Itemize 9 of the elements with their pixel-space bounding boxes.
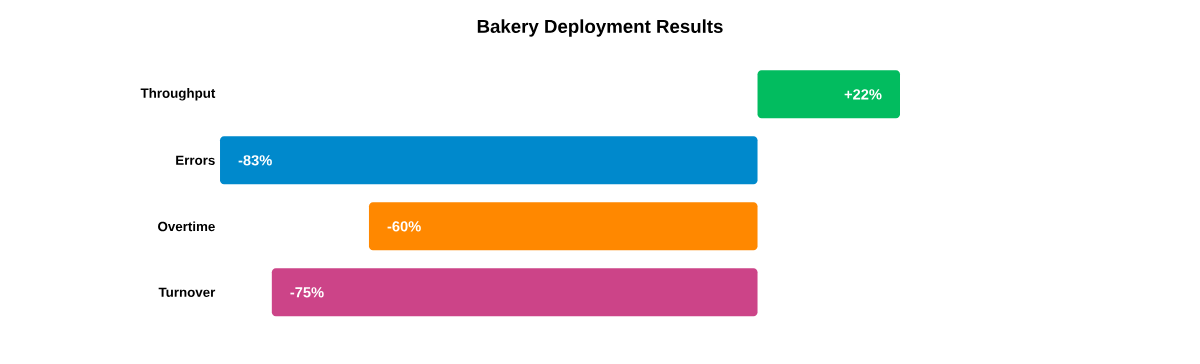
data-label: +22% bbox=[844, 89, 882, 100]
data-label: -83% bbox=[238, 155, 272, 166]
y-tick-label: Errors bbox=[176, 155, 215, 165]
chart-title: Bakery Deployment Results bbox=[477, 19, 723, 37]
data-label: -75% bbox=[290, 287, 324, 298]
data-label: -60% bbox=[387, 221, 421, 232]
y-tick-label: Throughput bbox=[140, 88, 216, 101]
y-tick-label: Turnover bbox=[158, 287, 216, 297]
y-tick-label: Overtime bbox=[158, 221, 215, 232]
